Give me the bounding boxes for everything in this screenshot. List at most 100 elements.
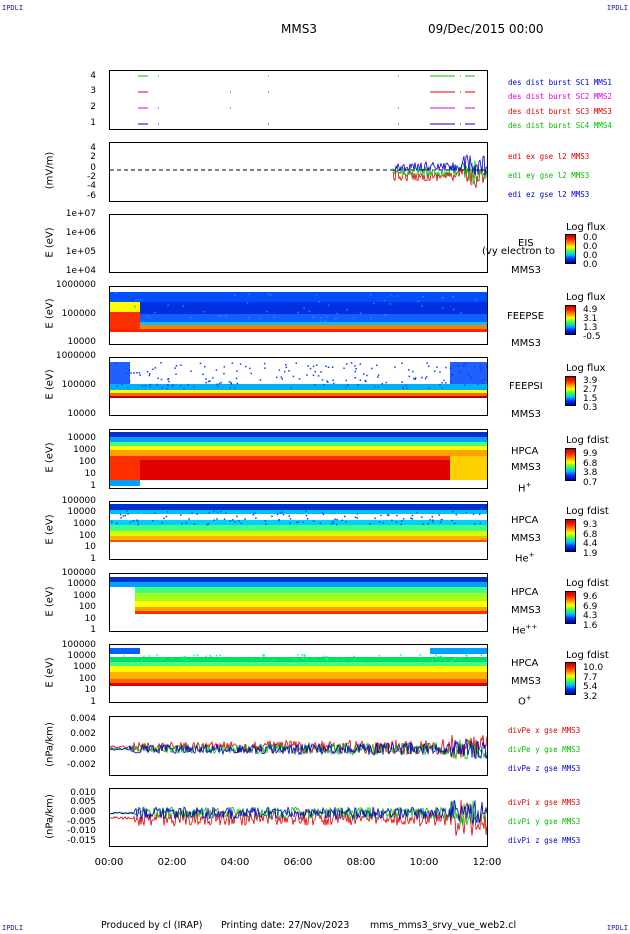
spectrogram-speck — [452, 510, 454, 513]
eis-cb-tick: 0.0 — [583, 260, 598, 270]
hpca-o-tick: 100 — [78, 674, 96, 684]
spectrogram-speck — [419, 654, 421, 656]
spectrogram-speck — [282, 513, 285, 516]
spectrogram-speck — [228, 658, 231, 660]
spectrogram-speck — [308, 310, 311, 313]
spectrogram-speck — [127, 513, 129, 515]
hpca-he2-tick: 10000 — [67, 579, 96, 589]
spectrogram-speck — [119, 513, 122, 516]
spectrogram-speck — [267, 293, 270, 295]
hpca-h-cb-tick: 3.8 — [583, 468, 598, 478]
spectrogram-speck — [468, 374, 470, 376]
spectrogram-speck — [136, 372, 138, 374]
spectrogram-speck — [408, 369, 410, 371]
spectrogram-speck — [325, 316, 328, 318]
hpca-he-tag: HPCA — [511, 515, 539, 526]
page-date: 09/Dec/2015 00:00 — [428, 22, 544, 36]
edi-tick: -2 — [87, 172, 96, 182]
spectrogram-speck — [440, 655, 442, 657]
spectrogram-speck — [442, 306, 444, 309]
spectrogram-speck — [439, 521, 442, 524]
spectrogram-speck — [327, 366, 330, 368]
spectrogram-speck — [429, 519, 431, 521]
hpca-he-tick: 100 — [78, 531, 96, 541]
spectrogram-speck — [171, 384, 174, 387]
spectrogram-speck — [324, 320, 326, 322]
spectrogram-speck — [208, 511, 210, 514]
spectrogram-speck — [264, 520, 267, 522]
series-line — [110, 737, 487, 760]
spectrogram-speck — [146, 315, 149, 317]
spectrogram-speck — [332, 379, 334, 381]
hpca-he-cb-title: Log fdist — [566, 506, 609, 517]
spectrogram-speck — [114, 292, 117, 295]
spectrogram-speck — [266, 310, 268, 313]
spectrogram-speck — [421, 305, 423, 307]
spectrogram-speck — [234, 294, 236, 296]
spectrogram-band — [110, 683, 487, 686]
feepse-spacecraft: MMS3 — [511, 338, 541, 349]
spectrogram-speck — [377, 386, 379, 388]
spectrogram-speck — [396, 514, 398, 517]
spectrogram-speck — [138, 372, 141, 374]
spectrogram-speck — [151, 520, 154, 522]
spectrogram-speck — [437, 656, 440, 658]
spectrogram-speck — [116, 385, 119, 387]
spectrogram-speck — [216, 518, 218, 520]
feepsi-tag: FEEPSI — [509, 381, 543, 392]
spectrogram-speck — [432, 521, 434, 523]
spectrogram-speck — [356, 517, 359, 519]
spectrogram-speck — [188, 518, 190, 520]
spectrogram-speck — [452, 295, 454, 298]
hpca-h-cb-title: Log fdist — [566, 435, 609, 446]
spectrogram-speck — [191, 657, 193, 660]
spectrogram-speck — [133, 372, 135, 374]
spectrogram-speck — [265, 523, 267, 525]
spectrogram-band — [110, 672, 487, 679]
hpca-h-cb-tick: 9.9 — [583, 449, 598, 459]
footer-produced: Produced by cl (IRAP) — [101, 920, 203, 931]
series-line — [110, 800, 487, 827]
spectrogram-speck — [464, 362, 467, 364]
spectrogram-speck — [440, 519, 443, 521]
spectrogram-speck — [146, 371, 149, 373]
spectrogram-speck — [171, 657, 173, 659]
edi-tick: -6 — [87, 191, 96, 201]
spectrogram-speck — [161, 522, 163, 524]
hpca-h-tick: 1 — [90, 481, 96, 491]
spectrogram-speck — [475, 298, 477, 301]
spectrogram-speck — [414, 378, 416, 380]
spectrogram-band — [110, 540, 487, 542]
spectrogram-band — [450, 456, 487, 480]
hpca-he-tick: 1000 — [73, 519, 96, 529]
spectrogram-band — [110, 662, 487, 666]
burst-legend-sc3: des dist burst SC3 MMS3 — [508, 107, 612, 116]
burst-legend-sc2: des dist burst SC2 MMS2 — [508, 92, 612, 101]
divpi-tick: 0.010 — [70, 788, 96, 798]
spectrogram-band — [110, 329, 487, 332]
spectrogram-speck — [139, 374, 141, 376]
spectrogram-speck — [296, 521, 298, 524]
burst-legend-sc1: des dist burst SC1 MMS1 — [508, 78, 612, 87]
spectrogram-band — [110, 393, 487, 396]
spectrogram-speck — [444, 659, 447, 661]
spectrogram-speck — [336, 312, 338, 315]
spectrogram-speck — [477, 383, 479, 385]
spectrogram-speck — [230, 382, 232, 384]
spectrogram-speck — [233, 387, 236, 389]
divpe-tick: 0.002 — [70, 729, 96, 739]
spectrogram-band — [110, 325, 487, 329]
spectrogram-speck — [421, 656, 424, 659]
spectrogram-speck — [204, 365, 206, 368]
spectrogram-speck — [143, 655, 145, 658]
spectrogram-speck — [441, 382, 443, 384]
spectrogram-speck — [388, 514, 390, 517]
spectrogram-speck — [263, 654, 265, 657]
spectrogram-speck — [259, 657, 262, 659]
spectrogram-speck — [431, 659, 434, 661]
spectrogram-speck — [406, 387, 408, 389]
hpca-he2-cb-tick: 6.9 — [583, 602, 598, 612]
hpca-he-species: He+ — [515, 551, 535, 564]
spectrogram-band — [110, 450, 487, 456]
hpca-he2-species-name: He — [512, 625, 526, 637]
